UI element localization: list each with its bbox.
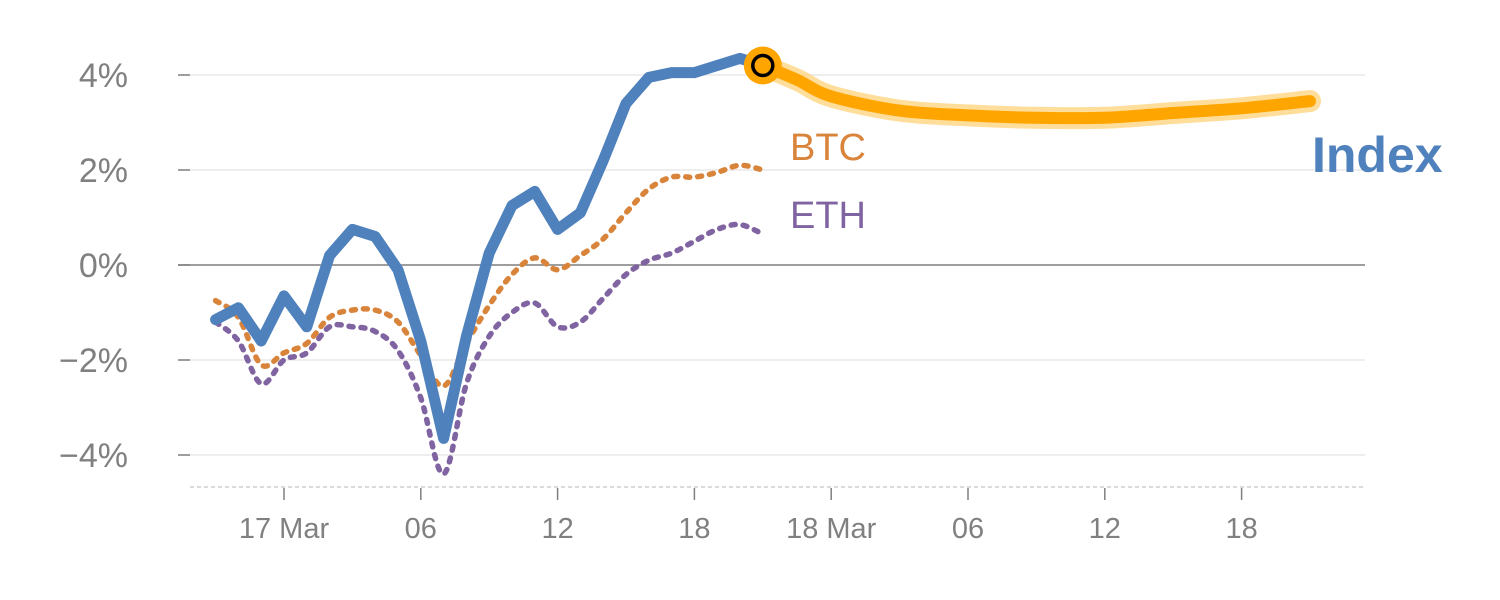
y-tick-label: 2% [79, 152, 128, 190]
series-labels: Index BTC ETH [790, 127, 1443, 237]
grid-lines [178, 74, 1365, 456]
x-tick-label: 06 [405, 513, 437, 545]
y-tick-label: −4% [59, 437, 128, 475]
series-label-index: Index [1312, 127, 1443, 183]
x-tick-label: 18 [678, 513, 710, 545]
y-tick-label: 4% [79, 57, 128, 95]
x-tick-label: 18 [1225, 513, 1257, 545]
y-tick-label: −2% [59, 342, 128, 380]
series-label-eth: ETH [790, 195, 866, 237]
x-tick-label: 12 [541, 513, 573, 545]
forecast-line [756, 59, 1316, 125]
x-tick-label: 17 Mar [239, 513, 330, 545]
x-tick-label: 12 [1089, 513, 1121, 545]
series-label-btc: BTC [790, 127, 866, 169]
marker-point [751, 53, 775, 78]
series-line-index [210, 52, 769, 444]
y-tick-label: 0% [79, 247, 128, 285]
current-point-marker [743, 46, 782, 85]
y-axis: 4% 2% 0% −2% −4% [59, 57, 190, 475]
series-lines [210, 52, 1321, 477]
x-tick-label: 18 Mar [786, 513, 877, 545]
x-axis: 17 Mar 06 12 18 18 Mar 06 12 18 [190, 486, 1365, 545]
series-line-eth [212, 221, 766, 477]
x-tick-label: 06 [952, 513, 984, 545]
series-line-btc [212, 162, 766, 389]
